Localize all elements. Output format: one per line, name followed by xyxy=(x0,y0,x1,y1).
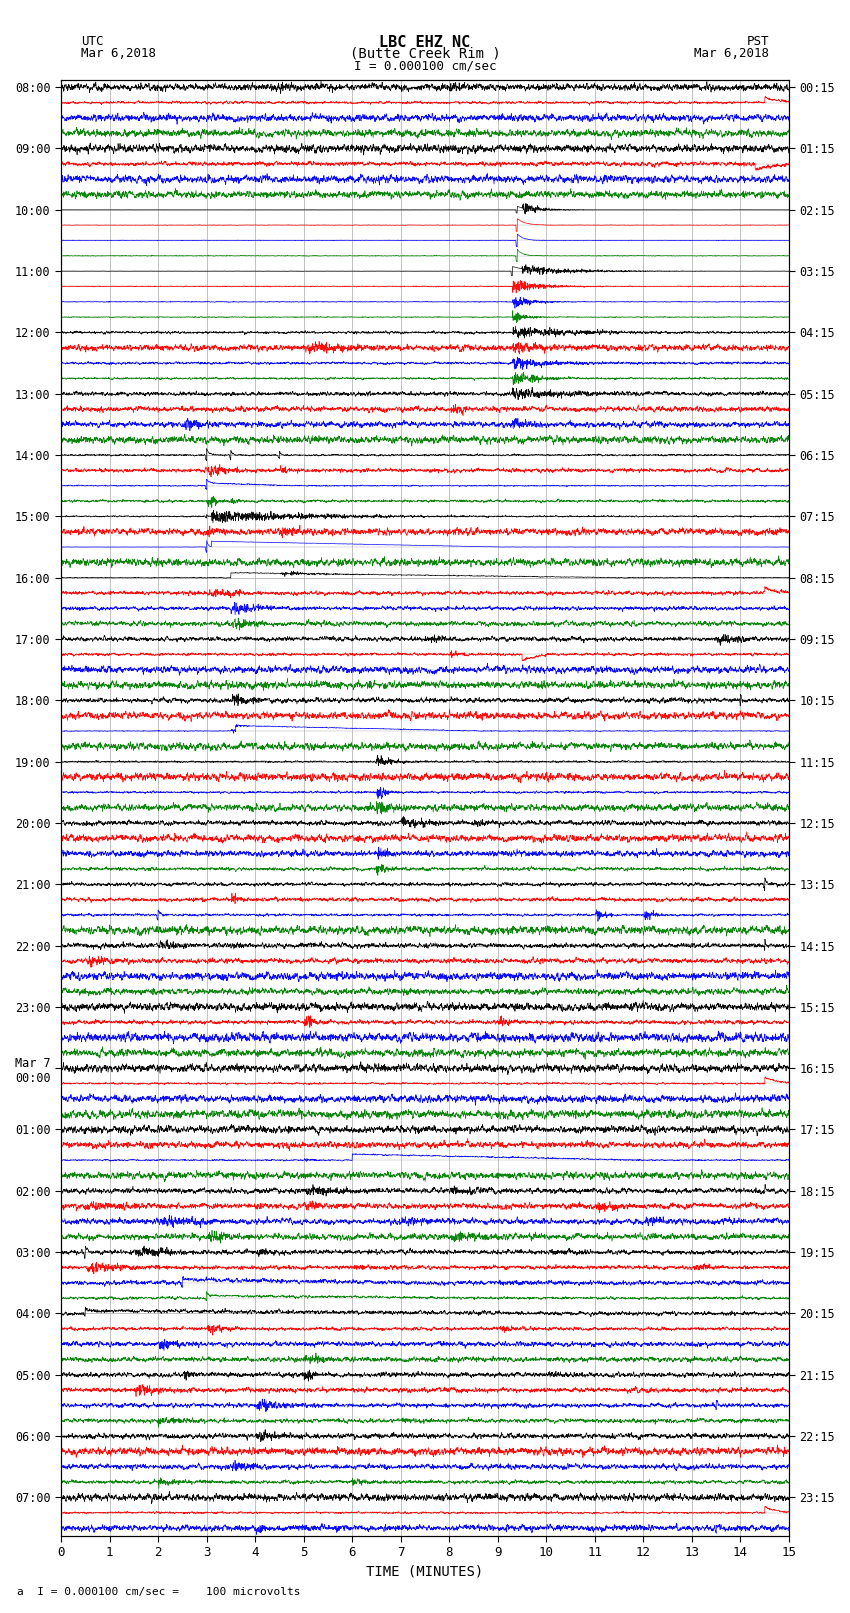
Text: UTC: UTC xyxy=(81,35,103,48)
Text: (Butte Creek Rim ): (Butte Creek Rim ) xyxy=(349,47,501,61)
Text: Mar 6,2018: Mar 6,2018 xyxy=(81,47,156,60)
Text: LBC EHZ NC: LBC EHZ NC xyxy=(379,35,471,50)
Text: Mar 6,2018: Mar 6,2018 xyxy=(694,47,769,60)
Text: a  I = 0.000100 cm/sec =    100 microvolts: a I = 0.000100 cm/sec = 100 microvolts xyxy=(17,1587,301,1597)
Text: I = 0.000100 cm/sec: I = 0.000100 cm/sec xyxy=(354,60,496,73)
X-axis label: TIME (MINUTES): TIME (MINUTES) xyxy=(366,1565,484,1579)
Text: PST: PST xyxy=(747,35,769,48)
